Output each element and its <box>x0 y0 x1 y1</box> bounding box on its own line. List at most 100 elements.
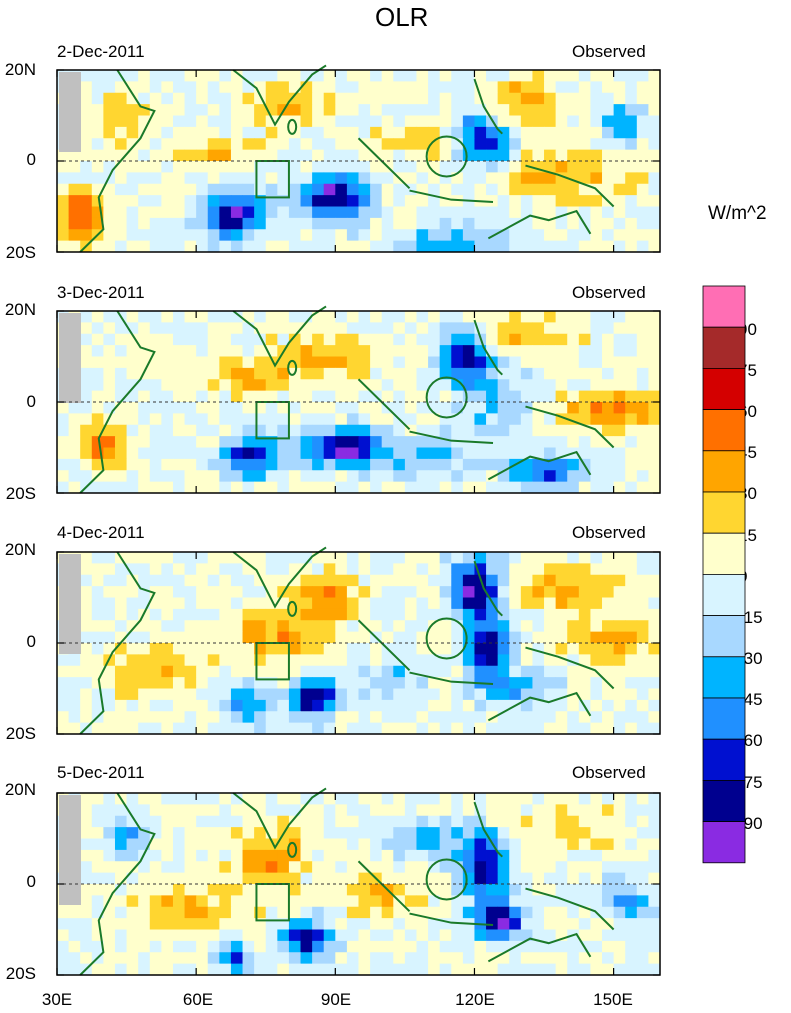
panel-1-cell <box>312 172 325 185</box>
panel-4-cell <box>451 918 464 930</box>
panel-4-coast-newguinea <box>525 887 615 931</box>
panel-3-cell <box>370 688 383 701</box>
panel-1-cell <box>358 104 371 116</box>
panel-4-cell <box>439 940 452 953</box>
panel-2-cell <box>312 413 325 426</box>
panel-1-cell <box>358 229 371 242</box>
panel-1-cell <box>149 81 162 94</box>
panel-4-cell <box>439 804 452 817</box>
panel-4-cell <box>578 884 591 896</box>
panel-4-cell <box>451 838 464 851</box>
panel-4-cell <box>196 838 209 851</box>
panel-4-cell <box>590 793 603 805</box>
panel-4-cell <box>451 940 464 953</box>
panel-1-cell <box>590 92 603 105</box>
panel-3-cell <box>474 722 487 735</box>
panel-1-cell <box>288 206 301 219</box>
panel-2-cell <box>323 379 336 392</box>
panel-3-cell <box>114 643 127 655</box>
panel-3-cell <box>486 711 499 724</box>
panel-2-cell <box>126 402 139 414</box>
panel-3-cell <box>288 711 301 724</box>
panel-2-cell <box>590 333 603 346</box>
panel-4-cell <box>323 918 336 930</box>
panel-2-cell <box>103 470 116 483</box>
panel-3-cell <box>416 597 429 610</box>
panel-3-cell <box>567 597 580 610</box>
panel-1-cell <box>138 217 151 230</box>
panel-3-cell <box>242 574 255 587</box>
panel-2-cell <box>439 367 452 380</box>
panel-2-cell <box>578 402 591 414</box>
panel-3-cell <box>242 608 255 621</box>
panel-1-cell <box>555 115 568 128</box>
panel-3-cell <box>161 722 174 735</box>
panel-2-cell <box>625 356 638 369</box>
panel-1-cell <box>196 92 209 105</box>
panel-2-cell <box>555 367 568 380</box>
panel-2-cell <box>486 367 499 380</box>
panel-3-cell <box>555 688 568 701</box>
panel-3-cell <box>625 654 638 667</box>
panel-3-cell <box>532 608 545 621</box>
panel-4-cell <box>497 940 510 953</box>
panel-2-cell <box>497 322 510 335</box>
panel-1-cell <box>590 104 603 116</box>
panel-2-cell <box>277 447 290 460</box>
panel-3-cell <box>497 665 510 678</box>
panel-3-cell <box>544 608 557 621</box>
panel-4-cell <box>509 861 522 874</box>
panel-3-cell <box>184 654 197 667</box>
panel-1-cell <box>184 149 197 162</box>
panel-2-cell <box>520 413 533 426</box>
panel-3-cell <box>451 643 464 655</box>
panel-4-cell <box>370 827 383 839</box>
panel-2-cell <box>404 413 417 426</box>
panel-1-cell <box>277 149 290 162</box>
panel-2-cell <box>567 413 580 426</box>
panel-1-cell <box>288 138 301 151</box>
panel-1-cell <box>323 92 336 105</box>
panel-2-cell <box>172 390 185 403</box>
panel-2-cell <box>335 333 348 346</box>
panel-1-cell <box>544 92 557 105</box>
panel-3-cell <box>393 631 406 644</box>
panel-3-cell <box>138 711 151 724</box>
panel-4-cell <box>323 815 336 828</box>
panel-3-cell <box>404 597 417 610</box>
panel-3-cell <box>532 552 545 564</box>
panel-1-cell <box>555 104 568 116</box>
panel-2-cell <box>509 402 522 414</box>
panel-2-cell <box>242 413 255 426</box>
panel-1-cell <box>265 183 278 196</box>
panel-2-cell <box>416 424 429 437</box>
panel-4-cell <box>404 929 417 942</box>
panel-2-cell <box>80 447 93 460</box>
panel-4-cell <box>300 872 313 885</box>
panel-1-cell <box>636 229 649 242</box>
panel-4-cell <box>625 963 638 976</box>
panel-2-cell <box>636 470 649 483</box>
panel-4-cell <box>636 815 649 828</box>
panel-3-cell <box>636 597 649 610</box>
panel-1-cell <box>80 149 93 162</box>
panel-1-cell <box>265 217 278 230</box>
panel-2-cell <box>381 345 394 357</box>
panel-3-cell <box>103 699 116 712</box>
panel-2-cell <box>636 390 649 403</box>
panel-1-cell <box>439 217 452 230</box>
panel-2-cell <box>207 333 220 346</box>
panel-4-cell <box>335 963 348 976</box>
panel-2-cell <box>381 379 394 392</box>
panel-1-cell <box>370 138 383 151</box>
panel-3-cell <box>103 688 116 701</box>
panel-3-cell <box>636 586 649 598</box>
panel-3-cell <box>103 711 116 724</box>
panel-1-cell <box>439 149 452 162</box>
panel-1-cell <box>114 195 127 207</box>
panel-4-cell <box>520 804 533 817</box>
panel-1-cell <box>370 240 383 253</box>
panel-1-cell <box>230 138 243 151</box>
panel-2-cell <box>312 481 325 494</box>
panel-1-cell <box>196 115 209 128</box>
